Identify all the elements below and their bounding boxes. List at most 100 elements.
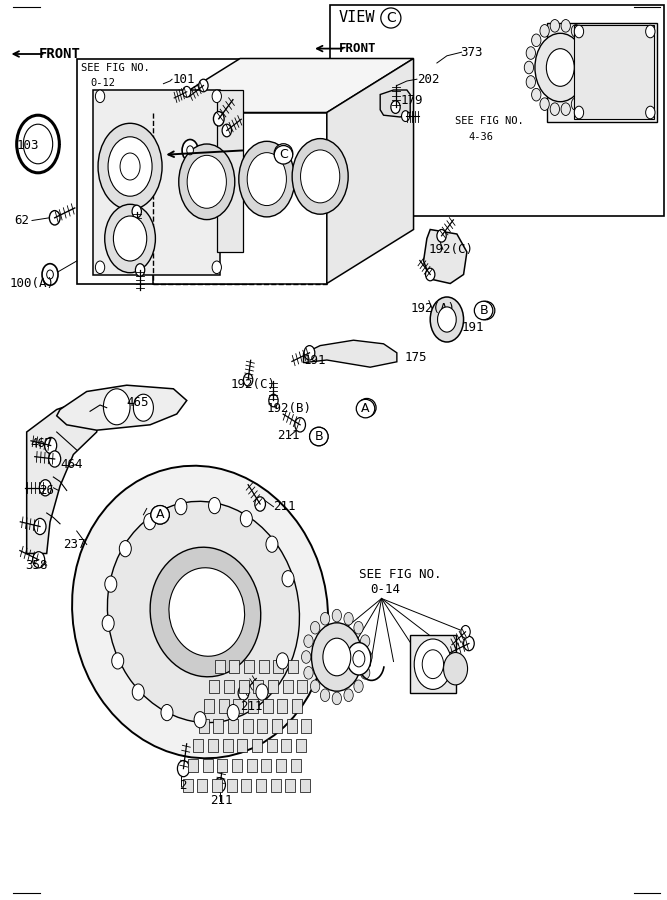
Circle shape bbox=[240, 510, 252, 526]
Circle shape bbox=[363, 651, 372, 663]
Text: SEE FIG NO.: SEE FIG NO. bbox=[81, 63, 150, 74]
Circle shape bbox=[585, 47, 594, 59]
Bar bbox=[272, 719, 282, 733]
Polygon shape bbox=[380, 90, 410, 117]
Ellipse shape bbox=[72, 465, 328, 759]
Text: 192(A): 192(A) bbox=[410, 302, 455, 315]
Circle shape bbox=[444, 652, 468, 685]
Ellipse shape bbox=[169, 568, 245, 656]
Polygon shape bbox=[424, 230, 467, 284]
Text: 179: 179 bbox=[400, 94, 423, 107]
Bar bbox=[296, 739, 306, 752]
Circle shape bbox=[320, 613, 329, 626]
Circle shape bbox=[354, 621, 364, 634]
Circle shape bbox=[49, 211, 60, 225]
Polygon shape bbox=[327, 58, 414, 284]
Circle shape bbox=[179, 144, 235, 220]
Circle shape bbox=[344, 613, 354, 626]
Circle shape bbox=[310, 621, 319, 634]
Circle shape bbox=[175, 499, 187, 515]
Circle shape bbox=[256, 684, 268, 700]
Circle shape bbox=[33, 552, 45, 568]
Polygon shape bbox=[57, 385, 187, 430]
Circle shape bbox=[105, 204, 155, 273]
Circle shape bbox=[34, 518, 46, 535]
Bar bbox=[219, 699, 229, 713]
Bar bbox=[223, 739, 233, 752]
Circle shape bbox=[47, 270, 53, 279]
Bar bbox=[271, 778, 281, 792]
Circle shape bbox=[332, 692, 342, 705]
Circle shape bbox=[113, 216, 147, 261]
Text: 202: 202 bbox=[417, 73, 440, 86]
Circle shape bbox=[585, 76, 594, 88]
Bar bbox=[217, 90, 243, 252]
Circle shape bbox=[227, 705, 239, 721]
Circle shape bbox=[344, 688, 354, 701]
Circle shape bbox=[304, 346, 315, 360]
Text: 192(C): 192(C) bbox=[230, 378, 275, 391]
Text: 0-12: 0-12 bbox=[90, 77, 115, 88]
Circle shape bbox=[532, 88, 541, 101]
Circle shape bbox=[135, 264, 145, 276]
Text: C: C bbox=[386, 11, 396, 25]
Bar bbox=[248, 699, 258, 713]
Circle shape bbox=[571, 98, 580, 111]
Circle shape bbox=[255, 497, 265, 511]
Bar bbox=[247, 759, 257, 772]
Circle shape bbox=[360, 634, 370, 647]
Bar bbox=[244, 660, 254, 673]
Bar bbox=[228, 719, 238, 733]
Circle shape bbox=[526, 47, 536, 59]
Text: A: A bbox=[156, 508, 164, 521]
Text: B: B bbox=[480, 304, 488, 317]
Circle shape bbox=[102, 616, 114, 632]
Text: 191: 191 bbox=[462, 321, 484, 334]
Circle shape bbox=[133, 394, 153, 421]
Circle shape bbox=[524, 61, 534, 74]
Bar bbox=[257, 719, 267, 733]
Circle shape bbox=[414, 639, 452, 689]
Circle shape bbox=[98, 123, 162, 210]
Circle shape bbox=[526, 76, 536, 88]
Bar bbox=[215, 660, 225, 673]
Bar bbox=[183, 778, 193, 792]
Circle shape bbox=[550, 20, 560, 32]
Text: 358: 358 bbox=[25, 559, 48, 572]
Text: 211: 211 bbox=[210, 795, 233, 807]
Circle shape bbox=[301, 150, 340, 202]
Circle shape bbox=[199, 79, 208, 92]
Circle shape bbox=[17, 115, 59, 173]
Bar bbox=[276, 759, 286, 772]
Circle shape bbox=[215, 778, 225, 792]
Circle shape bbox=[194, 712, 206, 728]
Bar bbox=[281, 739, 291, 752]
Circle shape bbox=[132, 684, 144, 700]
Text: SEE FIG NO.: SEE FIG NO. bbox=[359, 568, 442, 580]
Bar bbox=[291, 759, 301, 772]
Text: SEE FIG NO.: SEE FIG NO. bbox=[455, 116, 524, 127]
Bar bbox=[77, 58, 250, 284]
Text: 26: 26 bbox=[39, 484, 53, 497]
Bar bbox=[297, 680, 307, 693]
Bar bbox=[288, 660, 298, 673]
Bar bbox=[241, 778, 251, 792]
Circle shape bbox=[571, 24, 580, 37]
Circle shape bbox=[177, 760, 189, 777]
Circle shape bbox=[574, 25, 584, 38]
Text: 191: 191 bbox=[303, 354, 326, 366]
Text: A: A bbox=[362, 402, 370, 415]
Text: 192(C): 192(C) bbox=[428, 243, 473, 256]
Circle shape bbox=[353, 651, 365, 667]
Circle shape bbox=[95, 261, 105, 274]
Bar bbox=[199, 719, 209, 733]
Text: 211: 211 bbox=[273, 500, 296, 513]
Circle shape bbox=[108, 137, 152, 196]
Text: 101: 101 bbox=[172, 73, 195, 86]
Polygon shape bbox=[547, 22, 657, 122]
Circle shape bbox=[238, 686, 249, 700]
Circle shape bbox=[438, 307, 456, 332]
Circle shape bbox=[187, 156, 226, 208]
Bar bbox=[239, 680, 249, 693]
Ellipse shape bbox=[150, 547, 261, 677]
